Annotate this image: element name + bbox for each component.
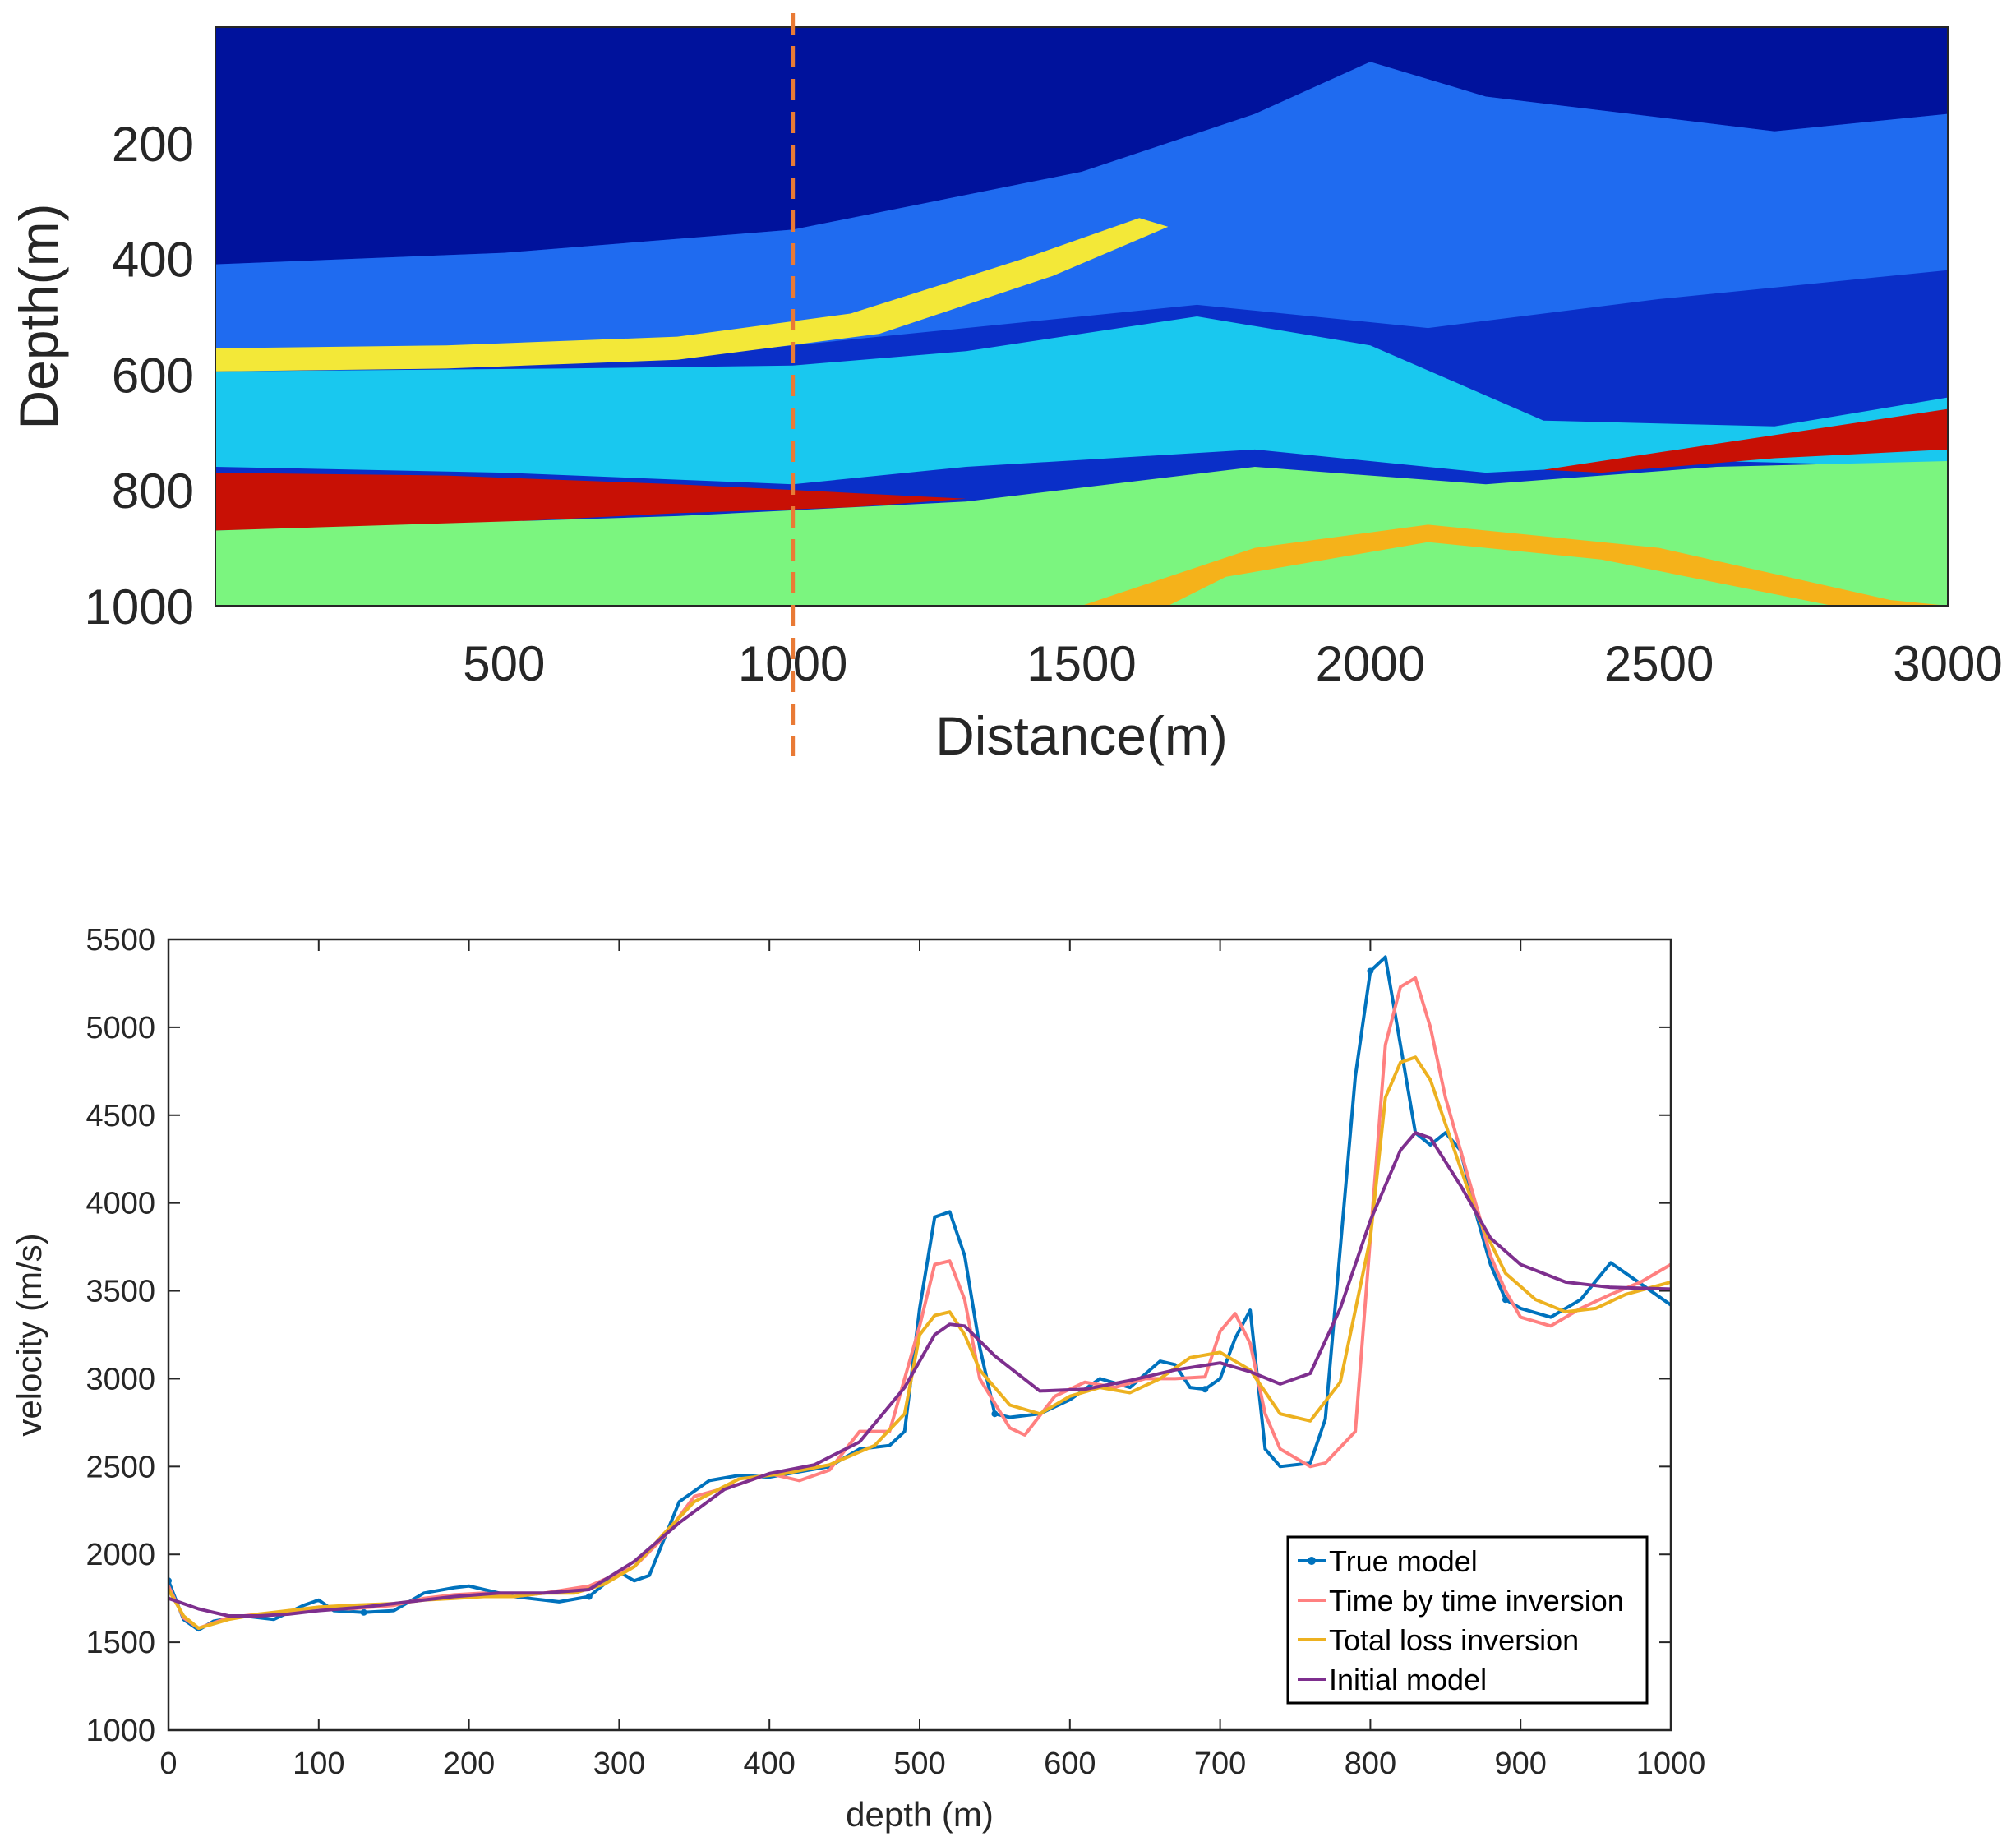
bottom-y-tick-label: 2500 (85, 1450, 155, 1484)
heatmap-band-layer-mid (215, 316, 1948, 485)
bottom-y-tick-label: 3500 (85, 1275, 155, 1309)
series-point (1202, 1386, 1209, 1393)
series-line-initial-model (168, 1131, 1671, 1618)
top-y-tick-label: 400 (112, 233, 194, 288)
top-y-axis-label: Depth(m) (8, 203, 69, 429)
legend-label: True model (1329, 1544, 1478, 1578)
bottom-x-tick-label: 700 (1194, 1747, 1246, 1781)
bottom-y-tick-label: 2000 (85, 1538, 155, 1572)
heatmap-band-reflector-red-800 (215, 473, 966, 531)
legend-box (1286, 1535, 1649, 1705)
heatmap-band-reflector-yellow-deep (1082, 524, 1948, 606)
legend-marker-true-model (1308, 1557, 1316, 1565)
bottom-x-tick-label: 200 (443, 1747, 495, 1781)
legend-label: Total loss inversion (1329, 1623, 1579, 1657)
heatmap-band-reflector-red-right (1543, 408, 1948, 473)
bottom-x-tick-label: 400 (743, 1747, 795, 1781)
bottom-y-tick-label: 4500 (85, 1099, 155, 1133)
top-y-tick-label: 600 (112, 348, 194, 403)
velocity-profile-chart: 0 100 200 300 400 500 600 700 800 900 10… (10, 923, 1705, 1834)
heatmap-frame (215, 26, 1949, 607)
legend-label: Time by time inversion (1329, 1584, 1624, 1618)
heatmap-band-layer-low (215, 62, 1948, 369)
top-x-tick-label: 2000 (1316, 636, 1425, 691)
top-x-tick-label: 3000 (1893, 636, 2002, 691)
series-point (1367, 967, 1374, 975)
top-y-axis: 200 400 600 800 1000 (85, 117, 194, 635)
bottom-x-tick-label: 300 (593, 1747, 645, 1781)
series-lines (168, 955, 1671, 1632)
bottom-y-tick-label: 4000 (85, 1187, 155, 1221)
bottom-x-tick-label: 500 (893, 1747, 945, 1781)
top-x-tick-label: 1000 (738, 636, 847, 691)
heatmap-band-reflector-yellow-560 (215, 218, 1169, 372)
series-line-time-by-time-inversion (168, 976, 1671, 1630)
series-point (585, 1593, 593, 1600)
bottom-y-tick-label: 1000 (85, 1714, 155, 1748)
plot-frame (167, 938, 1672, 1732)
series-point (360, 1608, 367, 1616)
top-y-tick-label: 800 (112, 464, 194, 519)
bottom-x-tick-label: 0 (159, 1747, 177, 1781)
bottom-y-tick-label: 3000 (85, 1362, 155, 1396)
heatmap-band-deep-blue-top (215, 27, 1948, 265)
bottom-x-axis-label: depth (m) (846, 1795, 994, 1834)
heatmap-band-layer-deep (215, 461, 1948, 606)
top-x-tick-label: 500 (463, 636, 545, 691)
velocity-section-chart: 500 1000 1500 2000 2500 3000 200 400 600… (8, 13, 2003, 766)
series-point (1502, 1296, 1509, 1304)
velocity-heatmap (215, 27, 1948, 606)
legend-label: Initial model (1329, 1663, 1487, 1696)
top-y-tick-label: 200 (112, 117, 194, 172)
bottom-x-tick-label: 900 (1494, 1747, 1546, 1781)
top-x-tick-label: 2500 (1604, 636, 1714, 691)
top-x-axis-label: Distance(m) (935, 705, 1228, 766)
bottom-x-axis: 0 100 200 300 400 500 600 700 800 900 10… (159, 1747, 1705, 1781)
bottom-x-tick-label: 600 (1044, 1747, 1096, 1781)
bottom-x-tick-label: 100 (293, 1747, 344, 1781)
series-line-true-model (168, 955, 1671, 1632)
bottom-y-tick-label: 5000 (85, 1011, 155, 1045)
legend: True model Time by time inversion Total … (1286, 1535, 1649, 1705)
bottom-y-axis: 1000 1500 2000 2500 3000 3500 4000 4500 … (85, 923, 155, 1748)
bottom-y-axis-label: velocity (m/s) (10, 1233, 48, 1436)
bottom-x-tick-label: 800 (1345, 1747, 1396, 1781)
bottom-x-tick-label: 1000 (1636, 1747, 1706, 1781)
top-x-tick-label: 1500 (1026, 636, 1136, 691)
bottom-y-tick-label: 5500 (85, 923, 155, 958)
bottom-y-tick-label: 1500 (85, 1626, 155, 1660)
top-y-tick-label: 1000 (85, 579, 194, 635)
top-x-axis: 500 1000 1500 2000 2500 3000 (463, 636, 2002, 691)
series-point (991, 1410, 999, 1418)
